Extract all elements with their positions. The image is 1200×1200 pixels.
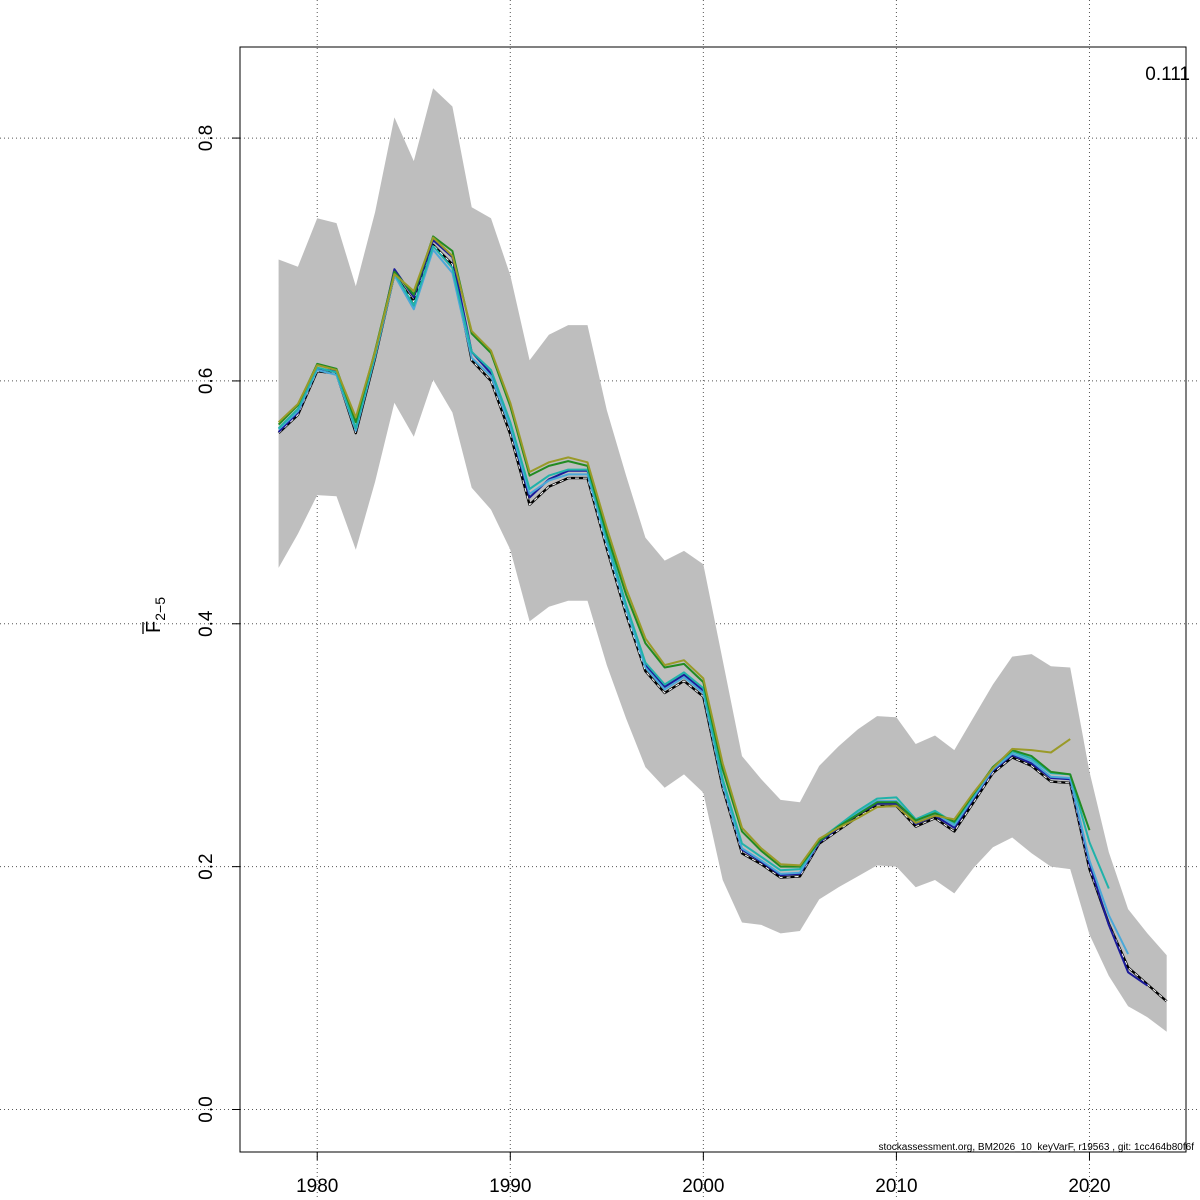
y-tick-label-0.2: 0.2 <box>196 853 217 879</box>
series-line-5 <box>277 235 1091 868</box>
x-axis: 1980 1990 2000 2010 2020 <box>296 1151 1111 1197</box>
x-tick-label-2000: 2000 <box>682 1176 724 1197</box>
x-tick-label-1980: 1980 <box>296 1176 338 1197</box>
footer-credit: stockassessment.org, BM2026_10_keyVarF, … <box>878 1142 1194 1153</box>
y-tick-label-0.0: 0.0 <box>196 1096 217 1122</box>
x-tick-label-2020: 2020 <box>1068 1176 1110 1197</box>
series-line-3 <box>277 248 1129 955</box>
x-tick-label-2010: 2010 <box>875 1176 917 1197</box>
confidence-band-layer <box>278 88 1167 1032</box>
svg-text:F2−5: F2−5 <box>143 597 168 633</box>
y-tick-label-0.8: 0.8 <box>196 125 217 151</box>
corner-value-label: 0.111 <box>1145 64 1190 85</box>
y-tick-label-0.4: 0.4 <box>196 610 217 637</box>
y-axis-label-base: F <box>143 621 165 633</box>
series-layer <box>277 235 1168 1003</box>
y-axis-label-subscript: 2−5 <box>152 597 168 621</box>
series-line-6 <box>277 236 1071 867</box>
x-tick-label-1990: 1990 <box>489 1176 531 1197</box>
y-axis-label: F2−5 <box>142 597 168 634</box>
y-axis: 0.0 0.2 0.4 0.6 0.8 <box>196 125 240 1123</box>
y-tick-label-0.6: 0.6 <box>196 368 217 394</box>
confidence-band <box>278 88 1167 1032</box>
